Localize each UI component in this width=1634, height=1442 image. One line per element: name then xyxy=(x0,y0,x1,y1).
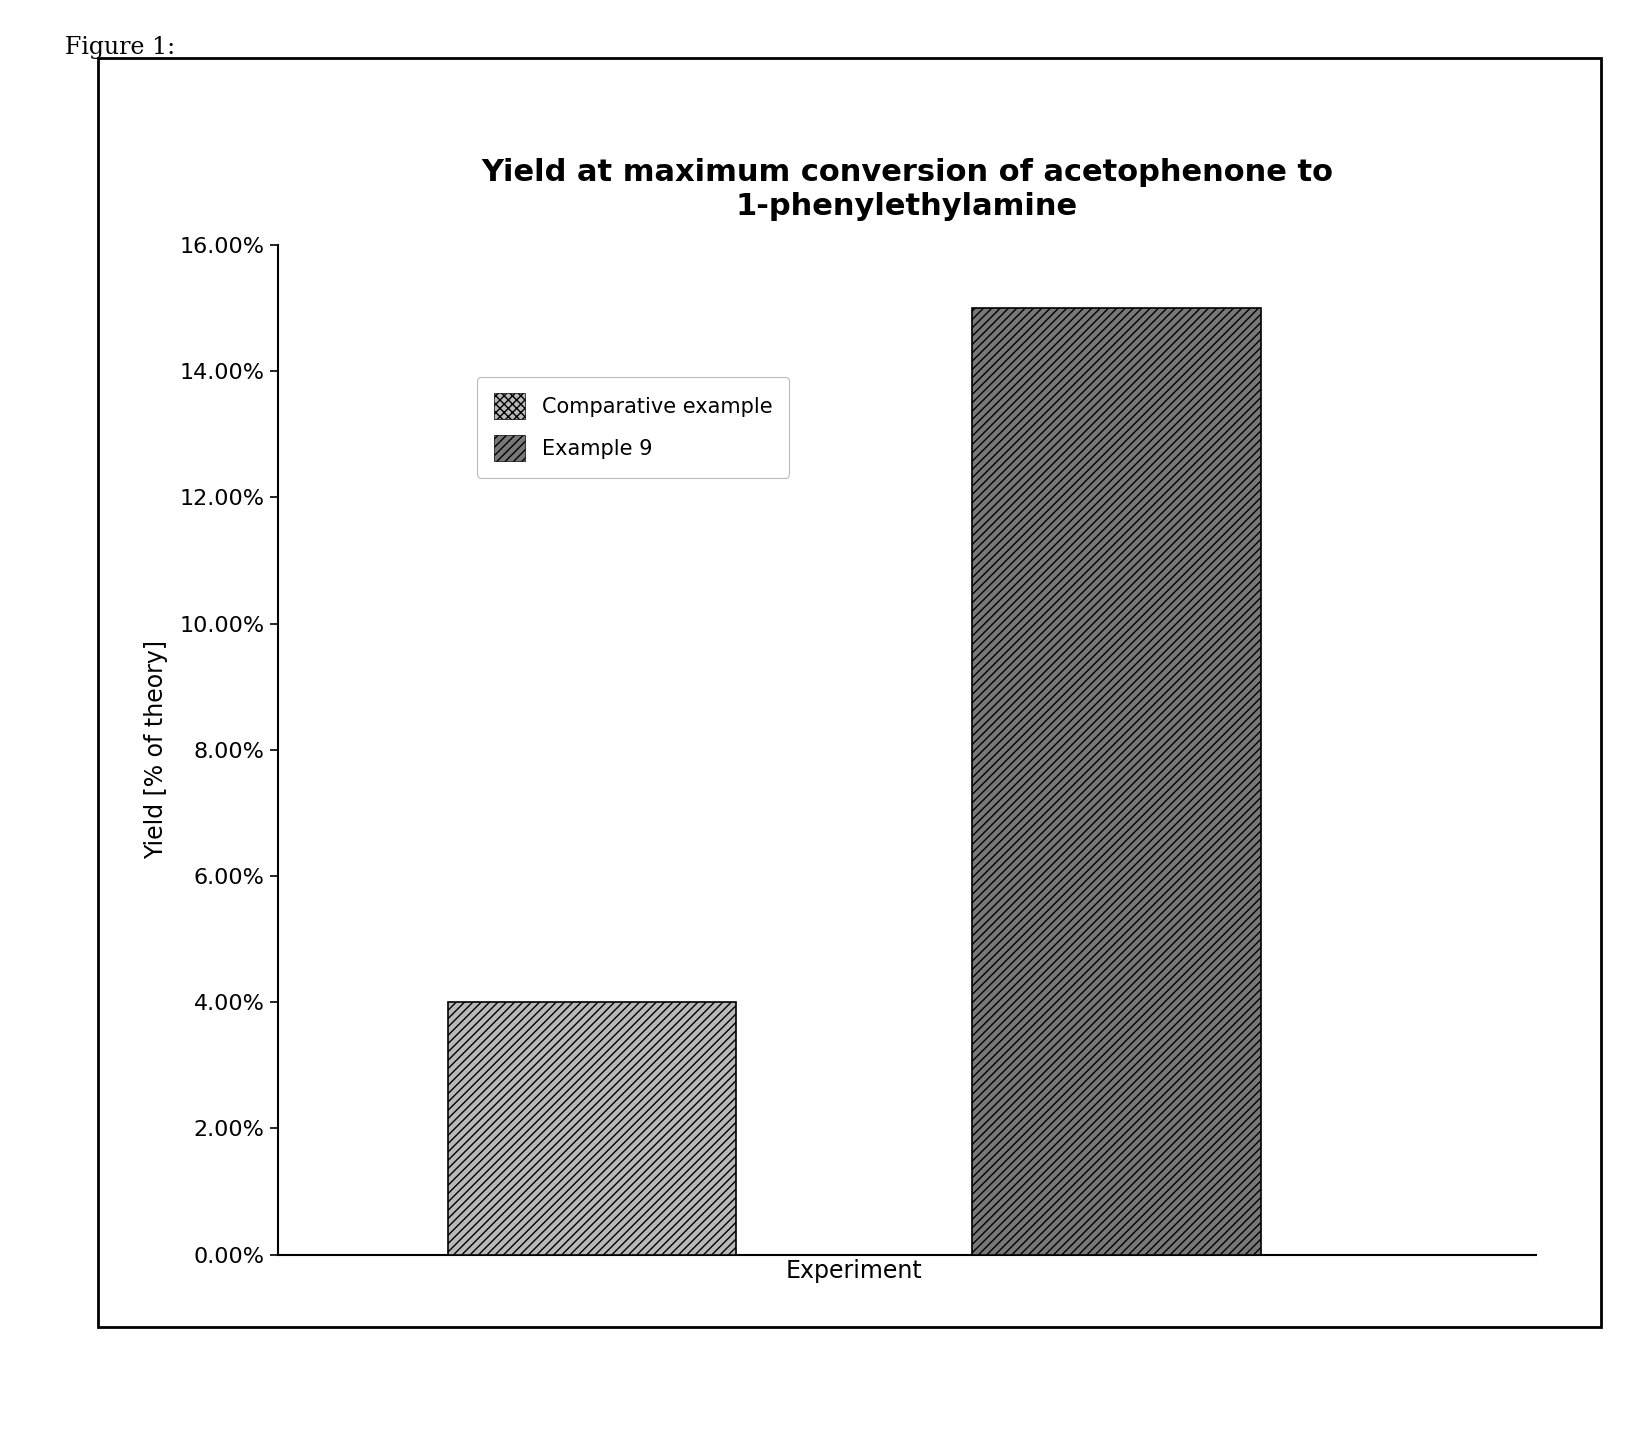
Title: Yield at maximum conversion of acetophenone to
1-phenylethylamine: Yield at maximum conversion of acetophen… xyxy=(480,159,1333,221)
Legend: Comparative example, Example 9: Comparative example, Example 9 xyxy=(477,376,789,477)
Bar xyxy=(448,1002,737,1255)
Text: Figure 1:: Figure 1: xyxy=(65,36,175,59)
Bar xyxy=(972,309,1261,1255)
Y-axis label: Yield [% of theory]: Yield [% of theory] xyxy=(144,640,168,859)
